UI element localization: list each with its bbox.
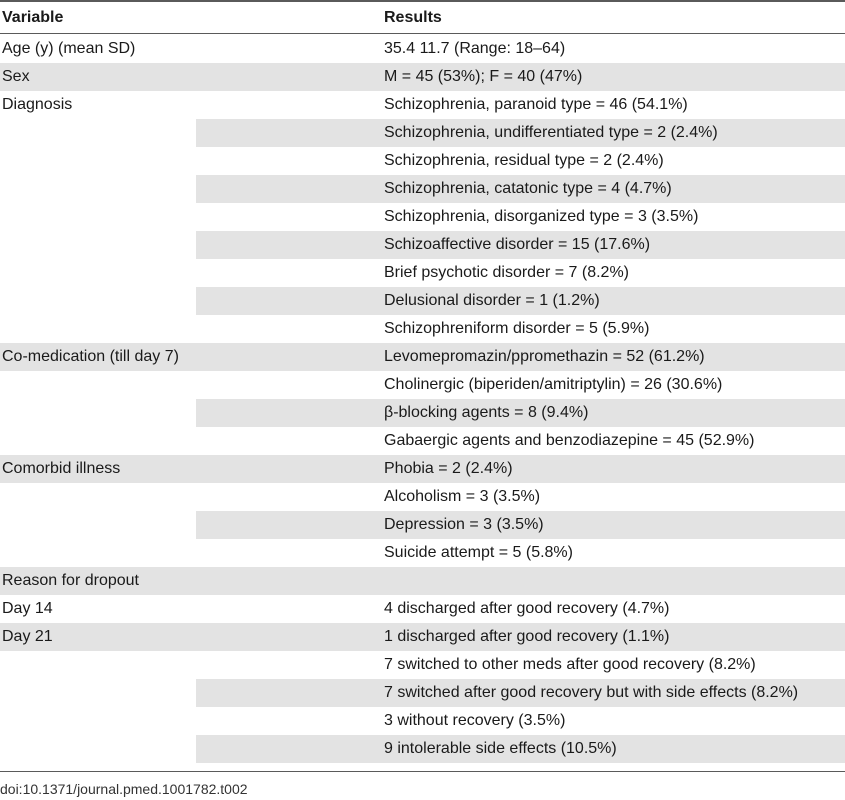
- table-row: Sex M = 45 (53%); F = 40 (47%): [0, 63, 845, 91]
- variable-cell: [0, 511, 196, 539]
- table-row: Reason for dropout: [0, 567, 845, 595]
- result-cell: 35.4 11.7 (Range: 18–64): [384, 40, 566, 57]
- result-cell: Cholinergic (biperiden/amitriptylin) = 2…: [384, 376, 723, 393]
- table-row: Comorbid illness Phobia = 2 (2.4%): [0, 455, 845, 483]
- variable-cell: [0, 483, 196, 511]
- variable-cell: [0, 539, 196, 567]
- table-row: 7 switched after good recovery but with …: [0, 679, 845, 707]
- result-cell: 1 discharged after good recovery (1.1%): [384, 628, 670, 645]
- table-row: Schizophrenia, undifferentiated type = 2…: [0, 119, 845, 147]
- result-cell: Schizoaffective disorder = 15 (17.6%): [384, 236, 651, 253]
- table-row: Schizophreniform disorder = 5 (5.9%): [0, 315, 845, 343]
- table-row: Gabaergic agents and benzodiazepine = 45…: [0, 427, 845, 455]
- table-row: Schizophrenia, disorganized type = 3 (3.…: [0, 203, 845, 231]
- result-cell: Delusional disorder = 1 (1.2%): [384, 292, 600, 309]
- header-variable: Variable: [2, 9, 64, 26]
- table-row: Alcoholism = 3 (3.5%): [0, 483, 845, 511]
- result-cell: Depression = 3 (3.5%): [384, 516, 544, 533]
- variable-cell: Sex: [2, 68, 30, 85]
- variable-cell: [0, 231, 196, 259]
- table-row: Diagnosis Schizophrenia, paranoid type = …: [0, 91, 845, 119]
- result-cell: Suicide attempt = 5 (5.8%): [384, 544, 573, 561]
- result-cell: 7 switched after good recovery but with …: [384, 684, 799, 701]
- result-cell: Brief psychotic disorder = 7 (8.2%): [384, 264, 629, 281]
- result-cell: 9 intolerable side effects (10.5%): [384, 740, 617, 757]
- result-cell: Phobia = 2 (2.4%): [384, 460, 513, 477]
- variable-cell: Day 14: [2, 600, 53, 617]
- result-cell: [380, 567, 845, 595]
- variable-cell: Day 21: [2, 628, 53, 645]
- variable-cell: [0, 651, 196, 679]
- result-cell: Schizophrenia, catatonic type = 4 (4.7%): [384, 180, 672, 197]
- result-cell: 4 discharged after good recovery (4.7%): [384, 600, 670, 617]
- table-row: Depression = 3 (3.5%): [0, 511, 845, 539]
- variable-cell: [0, 147, 196, 175]
- table-row: Age (y) (mean SD) 35.4 11.7 (Range: 18–64…: [0, 35, 845, 63]
- table-row: Co-medication (till day 7) Levomepromazin…: [0, 343, 845, 371]
- table-top-rule: [0, 0, 845, 2]
- result-cell: Schizophrenia, paranoid type = 46 (54.1%…: [384, 96, 688, 113]
- variable-cell: [0, 203, 196, 231]
- result-cell: Gabaergic agents and benzodiazepine = 45…: [384, 432, 755, 449]
- table-row: Day 14 4 discharged after good recovery (…: [0, 595, 845, 623]
- variable-cell: [0, 707, 196, 735]
- table-row: Suicide attempt = 5 (5.8%): [0, 539, 845, 567]
- table-row: Schizoaffective disorder = 15 (17.6%): [0, 231, 845, 259]
- variable-cell: Co-medication (till day 7): [2, 348, 179, 365]
- table-row: Brief psychotic disorder = 7 (8.2%): [0, 259, 845, 287]
- variable-cell: [0, 175, 196, 203]
- table-header-row: Variable Results: [0, 4, 845, 32]
- header-results: Results: [384, 9, 442, 26]
- variable-cell: [0, 315, 196, 343]
- table-row: Schizophrenia, catatonic type = 4 (4.7%): [0, 175, 845, 203]
- variable-cell: Comorbid illness: [2, 460, 121, 477]
- table-bottom-rule: [0, 771, 845, 772]
- variable-cell: [0, 119, 196, 147]
- table-row: Day 21 1 discharged after good recovery (…: [0, 623, 845, 651]
- table-row: 9 intolerable side effects (10.5%): [0, 735, 845, 763]
- table-row: Cholinergic (biperiden/amitriptylin) = 2…: [0, 371, 845, 399]
- table-footnote: doi:10.1371/journal.pmed.1001782.t002: [0, 781, 248, 797]
- table-row: 7 switched to other meds after good reco…: [0, 651, 845, 679]
- result-cell: Alcoholism = 3 (3.5%): [384, 488, 541, 505]
- result-cell: Schizophrenia, residual type = 2 (2.4%): [384, 152, 664, 169]
- result-cell: β-blocking agents = 8 (9.4%): [384, 404, 589, 421]
- result-cell: M = 45 (53%); F = 40 (47%): [384, 68, 583, 85]
- variable-cell: Reason for dropout: [2, 572, 139, 589]
- variable-cell: [0, 679, 196, 707]
- result-cell: 7 switched to other meds after good reco…: [384, 656, 756, 673]
- variable-cell: [0, 735, 196, 763]
- table-row: Schizophrenia, residual type = 2 (2.4%): [0, 147, 845, 175]
- table-row: Delusional disorder = 1 (1.2%): [0, 287, 845, 315]
- table-row: 3 without recovery (3.5%): [0, 707, 845, 735]
- result-cell: Levomepromazin/ppromethazin = 52 (61.2%): [384, 348, 705, 365]
- variable-cell: [0, 371, 196, 399]
- result-cell: 3 without recovery (3.5%): [384, 712, 566, 729]
- result-cell: Schizophrenia, disorganized type = 3 (3.…: [384, 208, 699, 225]
- result-cell: Schizophreniform disorder = 5 (5.9%): [384, 320, 650, 337]
- variable-cell: [0, 427, 196, 455]
- variable-cell: Diagnosis: [2, 96, 73, 113]
- table-row: β-blocking agents = 8 (9.4%): [0, 399, 845, 427]
- variable-cell: [0, 399, 196, 427]
- variable-cell: Age (y) (mean SD): [2, 40, 136, 57]
- header-rule: [0, 33, 845, 34]
- variable-cell: [0, 287, 196, 315]
- result-cell: Schizophrenia, undifferentiated type = 2…: [384, 124, 718, 141]
- variable-cell: [0, 259, 196, 287]
